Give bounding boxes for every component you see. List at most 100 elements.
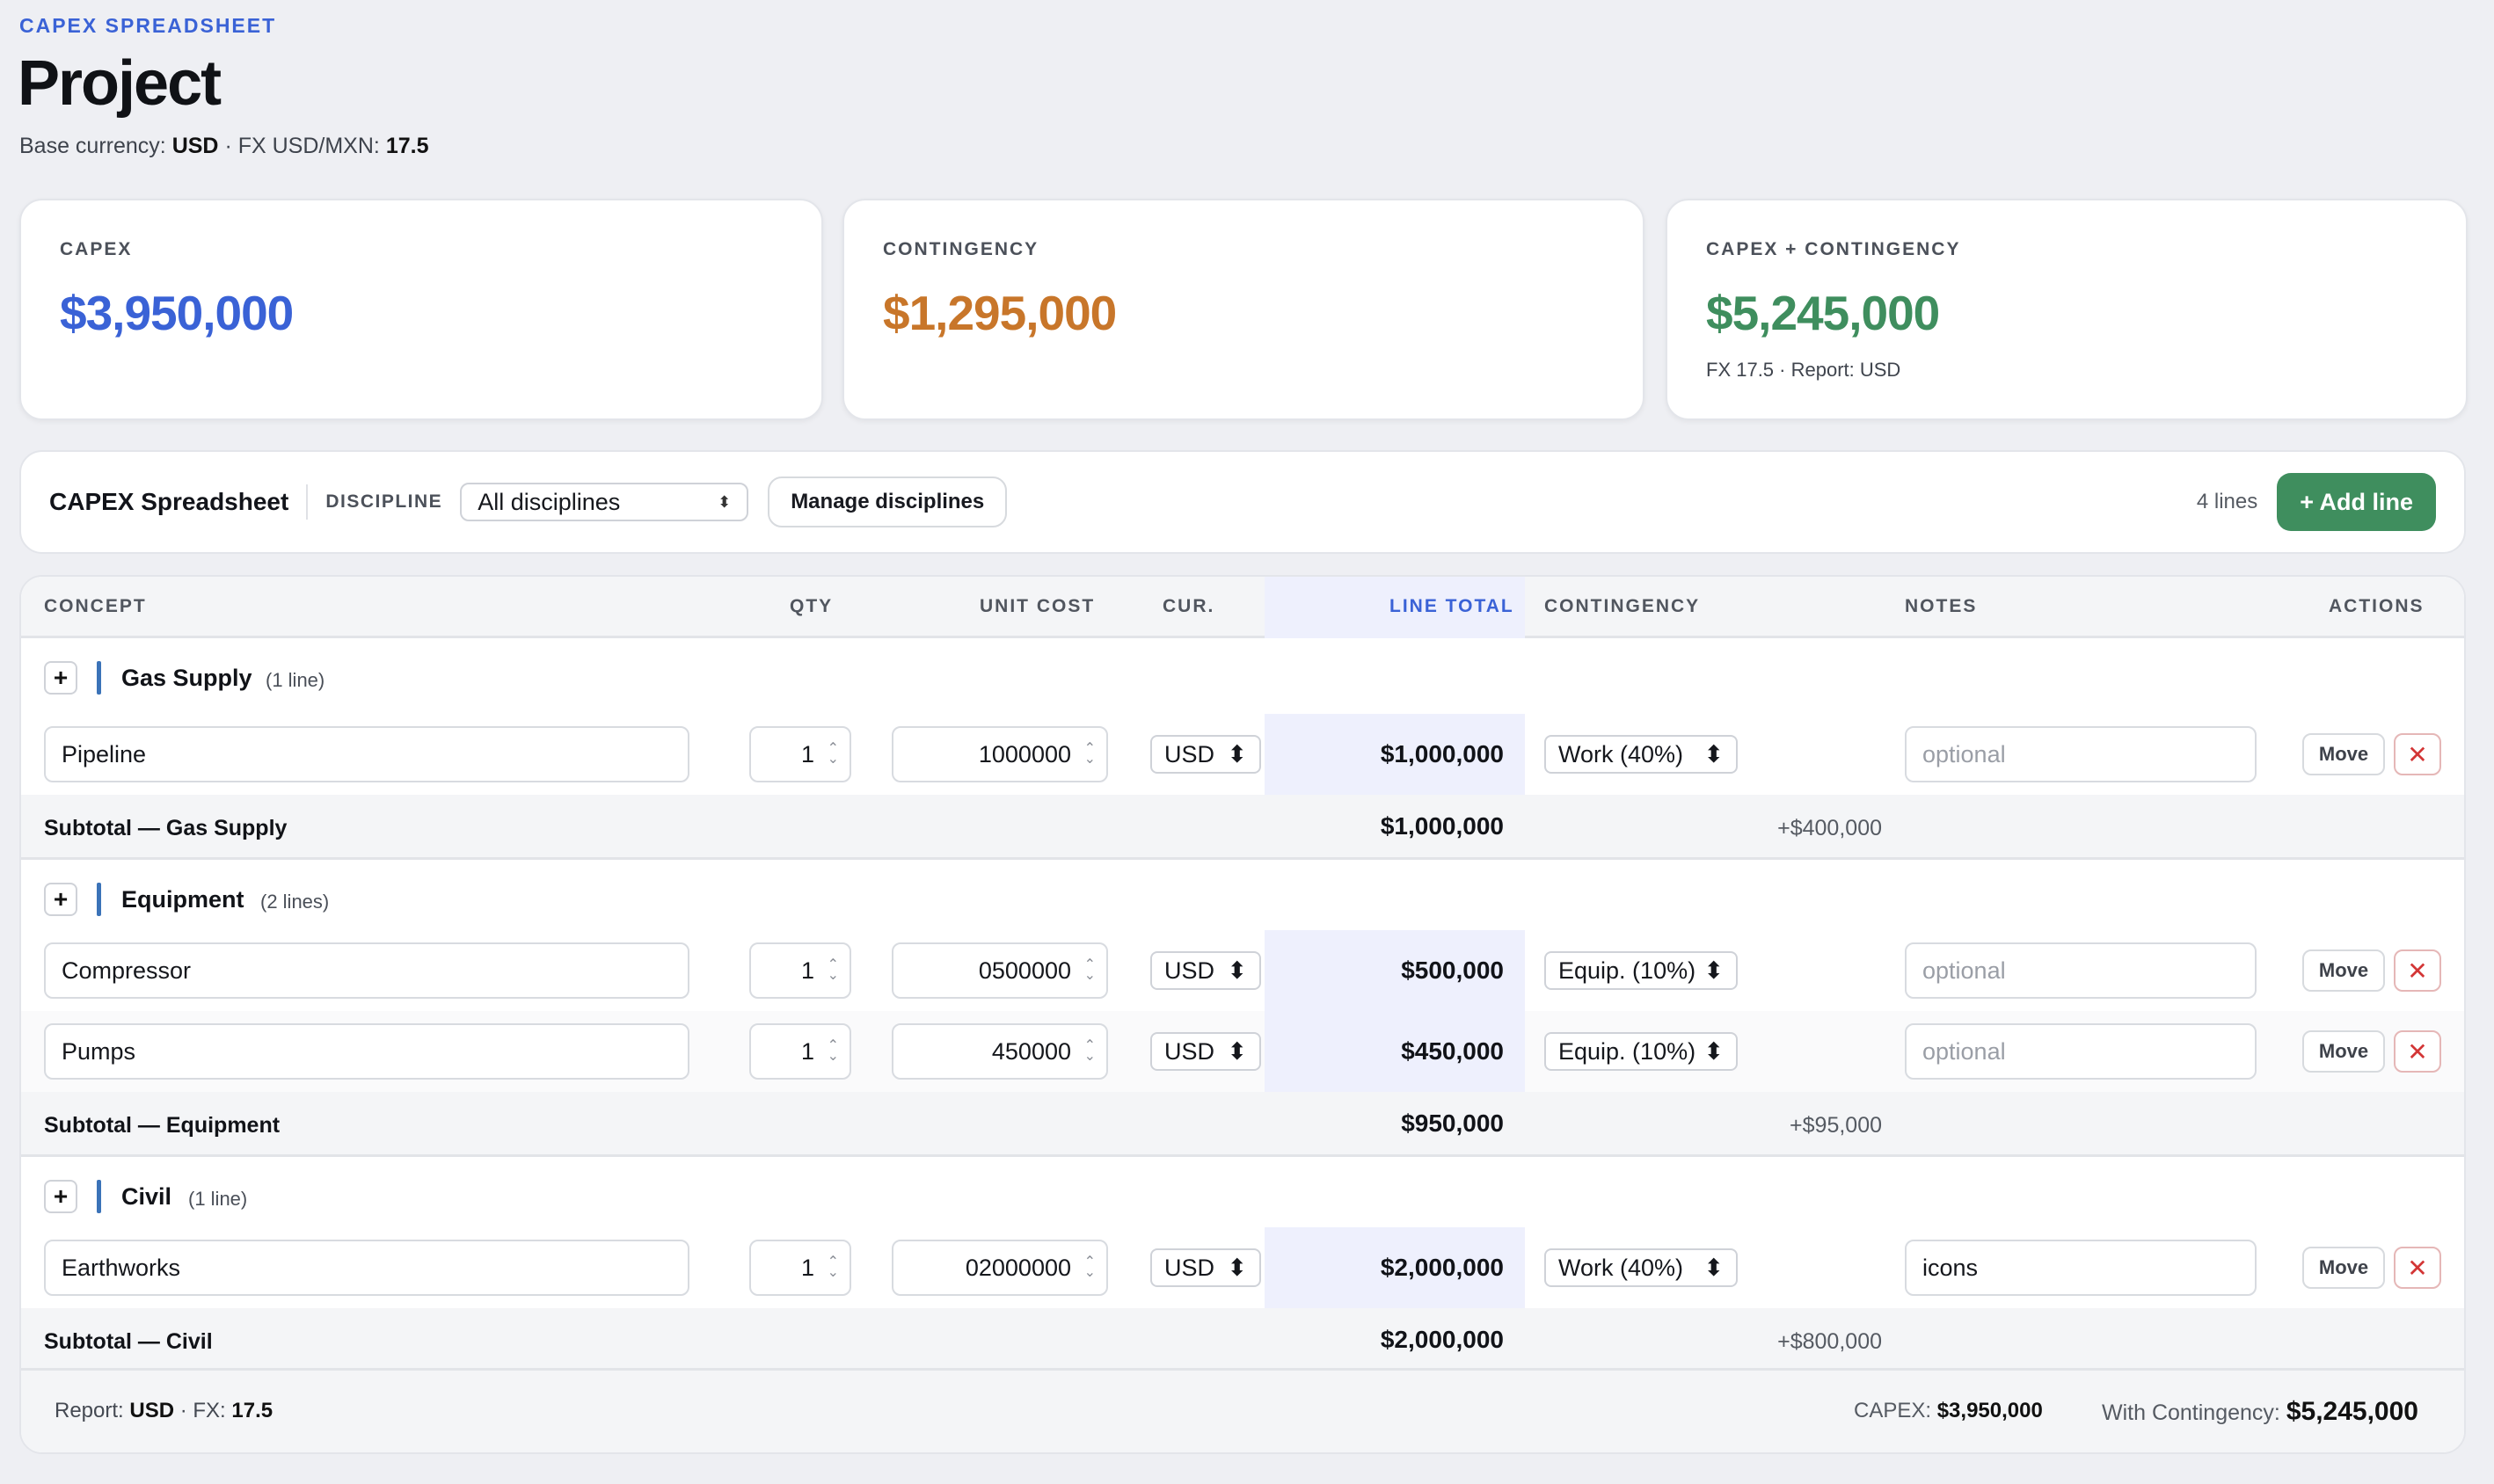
contingency-select[interactable]: Work (40%) ⬍: [1544, 1248, 1738, 1287]
currency-value: USD: [1164, 1037, 1215, 1065]
footer-with-label: With Contingency:: [2102, 1400, 2280, 1425]
discipline-select-value: All disciplines: [478, 488, 621, 515]
qty-value: 1: [800, 740, 814, 767]
col-qty[interactable]: QTY: [790, 596, 834, 616]
concept-input[interactable]: Pumps: [44, 1023, 689, 1080]
manage-disciplines-button[interactable]: Manage disciplines: [768, 476, 1008, 527]
notes-placeholder: optional: [1922, 1037, 2006, 1065]
delete-icon[interactable]: ✕: [2394, 1247, 2441, 1289]
col-unit-cost[interactable]: UNIT COST: [980, 596, 1096, 616]
updown-chevron-icon: ⬍: [1227, 957, 1247, 984]
spinner-icon[interactable]: ⌃ ⌄: [1083, 1038, 1096, 1064]
footer-fx-value: 17.5: [231, 1399, 273, 1422]
unit-cost-value: 450000: [991, 1037, 1071, 1065]
unit-cost-input[interactable]: 0500000 ⌃ ⌄: [892, 942, 1108, 999]
qty-stepper[interactable]: 1 ⌃ ⌄: [749, 1240, 851, 1296]
add-line-to-group-button[interactable]: +: [44, 661, 77, 695]
footer-capex-value: $3,950,000: [1936, 1399, 2043, 1422]
group-color-bar: [97, 1180, 101, 1213]
qty-stepper[interactable]: 1 ⌃ ⌄: [749, 942, 851, 999]
move-button[interactable]: Move: [2302, 1030, 2385, 1073]
base-currency-label: Base currency:: [19, 134, 166, 158]
add-line-to-group-button[interactable]: +: [44, 883, 77, 916]
col-line-total[interactable]: LINE TOTAL: [1389, 596, 1514, 616]
unit-cost-input[interactable]: 02000000 ⌃ ⌄: [892, 1240, 1108, 1296]
group-count: (2 lines): [260, 891, 330, 913]
qty-stepper[interactable]: 1 ⌃ ⌄: [749, 726, 851, 782]
updown-chevron-icon: ⬍: [1227, 740, 1247, 767]
currency-select[interactable]: USD ⬍: [1150, 951, 1261, 990]
group-count: (1 line): [188, 1188, 248, 1210]
qty-value: 1: [800, 957, 814, 984]
move-button[interactable]: Move: [2302, 1247, 2385, 1289]
concept-input[interactable]: Pipeline: [44, 726, 689, 782]
subtotal-row: Subtotal — Civil $2,000,000 +$800,000: [21, 1308, 2464, 1373]
unit-cost-input[interactable]: 450000 ⌃ ⌄: [892, 1023, 1108, 1080]
add-line-button[interactable]: + Add line: [2277, 473, 2436, 531]
notes-input[interactable]: icons: [1905, 1240, 2257, 1296]
spinner-icon[interactable]: ⌃ ⌄: [1083, 957, 1096, 983]
kpi-value: $3,950,000: [60, 286, 294, 340]
add-line-to-group-button[interactable]: +: [44, 1180, 77, 1213]
spinner-icon[interactable]: ⌃ ⌄: [827, 1038, 839, 1064]
spinner-icon[interactable]: ⌃ ⌄: [1083, 1255, 1096, 1280]
notes-input[interactable]: optional: [1905, 1023, 2257, 1080]
subtotal-contingency: +$800,000: [1777, 1329, 1882, 1354]
group-name: Gas Supply: [121, 665, 252, 691]
col-currency[interactable]: CUR.: [1163, 596, 1215, 616]
updown-chevron-icon: ⬍: [1227, 1254, 1247, 1281]
move-button[interactable]: Move: [2302, 733, 2385, 775]
line-total: $500,000: [1265, 930, 1525, 1011]
page-subtitle: Base currency: USD · FX USD/MXN: 17.5: [19, 134, 428, 159]
qty-value: 1: [800, 1037, 814, 1065]
qty-stepper[interactable]: 1 ⌃ ⌄: [749, 1023, 851, 1080]
footer-report: Report: USD · FX: 17.5: [55, 1399, 273, 1423]
discipline-label: DISCIPLINE: [325, 491, 443, 512]
line-count: 4 lines: [2196, 490, 2258, 513]
delete-icon[interactable]: ✕: [2394, 1030, 2441, 1073]
spinner-icon[interactable]: ⌃ ⌄: [827, 957, 839, 983]
footer-with-contingency: With Contingency: $5,245,000: [2102, 1397, 2418, 1427]
col-notes[interactable]: NOTES: [1905, 596, 1978, 616]
group-color-bar: [97, 883, 101, 916]
notes-placeholder: optional: [1922, 740, 2006, 767]
spinner-icon[interactable]: ⌃ ⌄: [827, 1255, 839, 1280]
concept-input[interactable]: Earthworks: [44, 1240, 689, 1296]
notes-input[interactable]: optional: [1905, 942, 2257, 999]
group-count: (1 line): [266, 669, 325, 691]
concept-input[interactable]: Compressor: [44, 942, 689, 999]
base-currency-value: USD: [171, 134, 219, 158]
contingency-select[interactable]: Equip. (10%) ⬍: [1544, 951, 1738, 990]
updown-chevron-icon: ⬍: [1227, 1037, 1247, 1065]
col-contingency[interactable]: CONTINGENCY: [1544, 596, 1701, 616]
footer-capex: CAPEX: $3,950,000: [1854, 1399, 2043, 1423]
footer-report-value: USD: [129, 1399, 175, 1422]
table-row: Earthworks 1 ⌃ ⌄ 02000000 ⌃ ⌄ USD ⬍ $2,000…: [21, 1227, 2464, 1308]
spinner-icon[interactable]: ⌃ ⌄: [1083, 741, 1096, 767]
unit-cost-value: 02000000: [965, 1254, 1071, 1281]
subtotal-label: Subtotal — Civil: [44, 1329, 213, 1354]
contingency-select[interactable]: Work (40%) ⬍: [1544, 735, 1738, 774]
contingency-value: Work (40%): [1558, 740, 1684, 767]
footer-report-label: Report:: [55, 1399, 124, 1422]
discipline-select[interactable]: All disciplines ⬍: [460, 483, 749, 521]
page-eyebrow: CAPEX SPREADSHEET: [19, 14, 277, 37]
contingency-select[interactable]: Equip. (10%) ⬍: [1544, 1032, 1738, 1071]
toolbar-divider: [306, 484, 309, 520]
spinner-icon[interactable]: ⌃ ⌄: [827, 741, 839, 767]
currency-select[interactable]: USD ⬍: [1150, 1248, 1261, 1287]
currency-select[interactable]: USD ⬍: [1150, 1032, 1261, 1071]
group-header-equipment: + Equipment (2 lines): [21, 862, 2464, 937]
table-row: Compressor 1 ⌃ ⌄ 0500000 ⌃ ⌄ USD ⬍ $500,00…: [21, 930, 2464, 1011]
delete-icon[interactable]: ✕: [2394, 733, 2441, 775]
notes-input[interactable]: optional: [1905, 726, 2257, 782]
updown-chevron-icon: ⬍: [1703, 957, 1724, 984]
col-concept[interactable]: CONCEPT: [44, 596, 147, 616]
subtotal-contingency: +$400,000: [1777, 816, 1882, 840]
unit-cost-input[interactable]: 1000000 ⌃ ⌄: [892, 726, 1108, 782]
currency-value: USD: [1164, 957, 1215, 984]
line-total: $450,000: [1265, 1011, 1525, 1092]
delete-icon[interactable]: ✕: [2394, 949, 2441, 992]
move-button[interactable]: Move: [2302, 949, 2385, 992]
currency-select[interactable]: USD ⬍: [1150, 735, 1261, 774]
